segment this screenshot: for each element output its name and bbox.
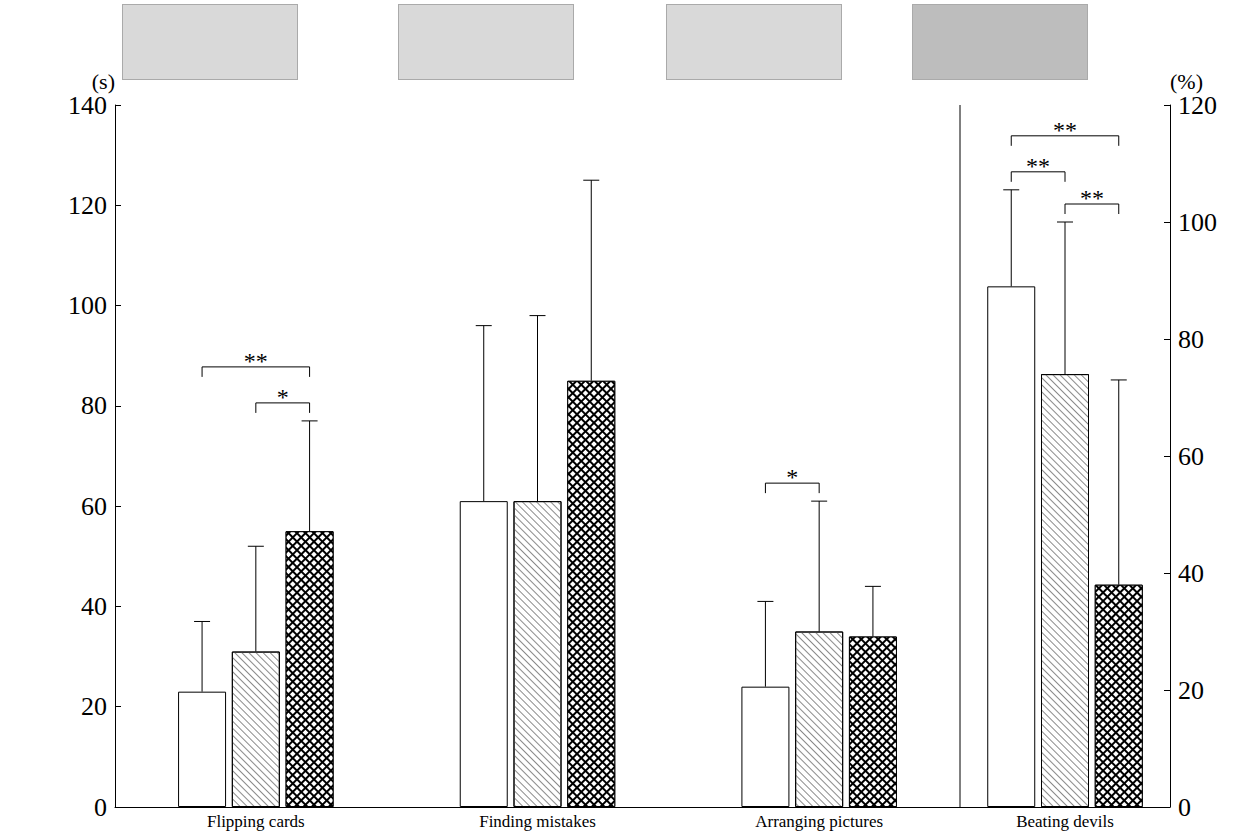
svg-text:0: 0	[1178, 793, 1191, 822]
svg-text:140: 140	[68, 91, 107, 120]
svg-text:20: 20	[81, 692, 107, 721]
svg-text:(s): (s)	[91, 68, 115, 94]
svg-text:120: 120	[68, 191, 107, 220]
svg-text:**: **	[244, 348, 268, 374]
svg-text:Flipping cards: Flipping cards	[207, 812, 305, 831]
svg-text:**: **	[1053, 117, 1077, 143]
svg-text:80: 80	[1178, 325, 1204, 354]
svg-text:20: 20	[1178, 676, 1204, 705]
svg-text:40: 40	[1178, 559, 1204, 588]
svg-text:100: 100	[1178, 208, 1217, 237]
svg-text:*: *	[786, 464, 798, 490]
svg-text:80: 80	[81, 391, 107, 420]
svg-text:60: 60	[81, 492, 107, 521]
svg-text:Arranging pictures: Arranging pictures	[755, 812, 883, 831]
svg-text:120: 120	[1178, 91, 1217, 120]
svg-text:**: **	[1026, 153, 1050, 179]
svg-text:0: 0	[94, 793, 107, 822]
svg-text:**: **	[1080, 185, 1104, 211]
svg-text:*: *	[277, 384, 289, 410]
svg-text:100: 100	[68, 291, 107, 320]
svg-text:Beating devils: Beating devils	[1016, 812, 1114, 831]
svg-text:40: 40	[81, 592, 107, 621]
svg-text:Finding mistakes: Finding mistakes	[479, 812, 596, 831]
svg-text:60: 60	[1178, 442, 1204, 471]
